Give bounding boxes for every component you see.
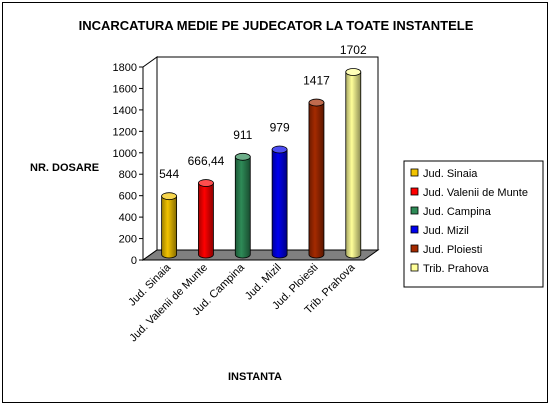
- x-axis-title: INSTANTA: [228, 371, 282, 383]
- bar-top: [234, 152, 251, 161]
- bar-top: [198, 179, 214, 187]
- bar: [234, 152, 251, 259]
- bar-body: [161, 195, 178, 259]
- y-tick-label: 200: [119, 234, 137, 246]
- y-tick-label: 1400: [113, 105, 137, 117]
- bar-body: [345, 71, 362, 259]
- y-tick-label: 400: [119, 212, 137, 224]
- legend-label: Jud. Sinaia: [423, 168, 478, 180]
- legend-label: Jud. Valenii de Munte: [423, 187, 528, 199]
- back-wall: [156, 56, 379, 251]
- y-tick-label: 800: [119, 169, 137, 181]
- legend-swatch: [410, 244, 419, 253]
- bar: [161, 192, 178, 259]
- y-tick-label: 1000: [113, 148, 137, 160]
- y-tick-label: 600: [119, 191, 137, 203]
- bar: [345, 68, 362, 259]
- legend-label: Jud. Ploiesti: [423, 244, 482, 256]
- bar-top: [271, 145, 288, 154]
- bar-top: [161, 192, 178, 201]
- data-label: 911: [233, 128, 252, 142]
- y-tick-label: 0: [131, 255, 137, 267]
- bar-body: [234, 156, 251, 259]
- legend-swatch: [410, 263, 419, 272]
- legend-swatch: [410, 168, 419, 177]
- legend-label: Trib. Prahova: [423, 263, 490, 275]
- y-tick-label: 1600: [113, 83, 137, 95]
- data-label: 544: [159, 167, 179, 181]
- bar-body: [198, 182, 214, 259]
- legend-box: [403, 160, 544, 288]
- legend-swatch: [410, 206, 419, 215]
- y-tick-label: 1200: [113, 126, 137, 138]
- floor: [141, 249, 380, 261]
- legend-label: Jud. Campina: [423, 206, 492, 218]
- legend-label: Jud. Mizil: [423, 225, 469, 237]
- bar: [308, 98, 325, 259]
- y-tick-label: 1800: [113, 62, 137, 74]
- legend-swatch: [410, 187, 419, 196]
- bar-body: [308, 102, 325, 259]
- data-label: 979: [270, 121, 290, 135]
- bar: [198, 179, 214, 259]
- data-label: 1417: [303, 74, 330, 88]
- bar: [271, 145, 288, 259]
- chart-title: INCARCATURA MEDIE PE JUDECATOR LA TOATE …: [79, 18, 474, 33]
- side-wall: [142, 56, 158, 261]
- bar-top: [345, 68, 362, 76]
- bar-body: [271, 149, 288, 259]
- data-label: 666,44: [188, 154, 225, 168]
- data-label: 1702: [340, 43, 367, 57]
- bar-top: [308, 98, 325, 107]
- y-axis-title: NR. DOSARE: [30, 162, 99, 174]
- legend-swatch: [410, 225, 419, 234]
